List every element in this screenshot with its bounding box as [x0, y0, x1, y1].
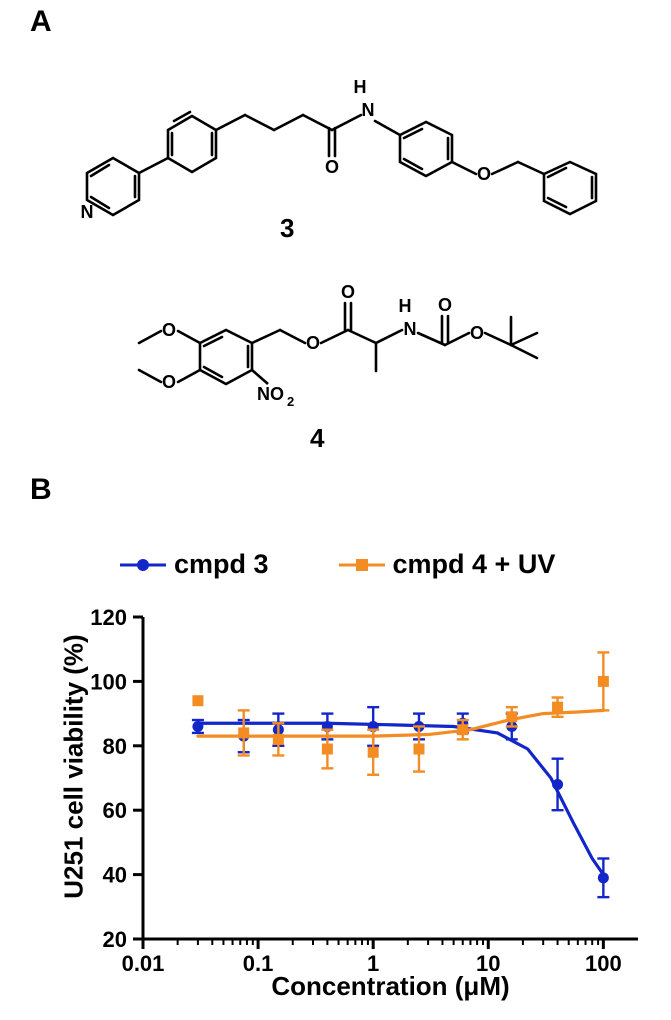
svg-text:O: O	[306, 333, 320, 353]
structure-3-label: 3	[280, 213, 294, 244]
svg-text:O: O	[162, 320, 176, 340]
svg-text:120: 120	[90, 605, 127, 630]
svg-text:O: O	[162, 372, 176, 392]
svg-text:H: H	[399, 296, 412, 316]
svg-text:O: O	[470, 323, 484, 343]
svg-text:O: O	[438, 295, 452, 315]
plot-area: 204060801001200.010.1110100	[30, 543, 641, 1003]
svg-text:NO: NO	[257, 384, 284, 404]
svg-text:O: O	[325, 157, 339, 177]
x-axis-title: Concentration (μM)	[143, 971, 638, 1002]
svg-text:N: N	[362, 100, 375, 120]
svg-text:60: 60	[103, 798, 127, 823]
svg-text:100: 100	[90, 669, 127, 694]
structure-4-label: 4	[310, 423, 324, 454]
svg-text:N: N	[81, 202, 94, 218]
panel-b-label: B	[30, 473, 52, 507]
viability-chart: cmpd 3 cmpd 4 + UV 204060801001200.010.1…	[30, 543, 641, 1003]
svg-text:2: 2	[287, 394, 294, 409]
svg-text:20: 20	[103, 927, 127, 952]
svg-text:N: N	[404, 319, 417, 339]
y-axis-title: U251 cell viability (%)	[59, 617, 90, 917]
structure-4-svg: O O O O H N O O NO 2	[105, 253, 585, 428]
svg-text:80: 80	[103, 734, 127, 759]
svg-text:O: O	[341, 282, 355, 302]
svg-text:40: 40	[103, 863, 127, 888]
svg-text:H: H	[354, 77, 367, 97]
svg-text:O: O	[477, 164, 491, 184]
structure-3-svg: H N O O N F	[40, 18, 600, 218]
